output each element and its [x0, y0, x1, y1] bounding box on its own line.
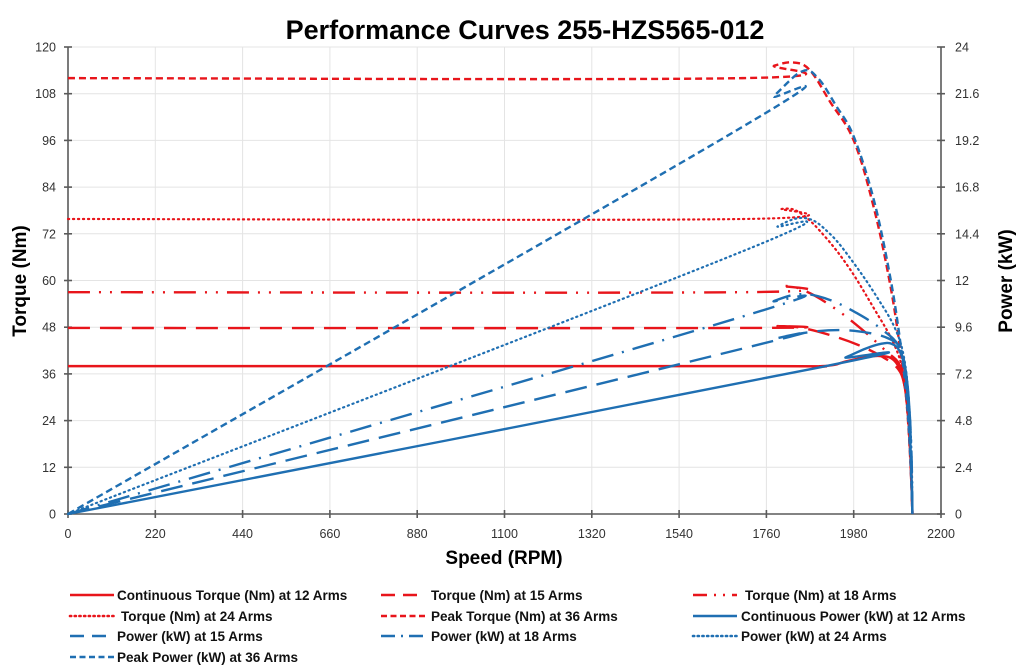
x-tick-label: 220	[145, 527, 166, 541]
series-line-8	[67, 292, 914, 516]
gridlines	[68, 46, 941, 514]
y2-tick-label: 4.8	[955, 414, 972, 428]
legend-item: Torque (Nm) at 15 Arms	[381, 588, 583, 603]
y2-tick-label: 21.6	[955, 87, 979, 101]
y-axis-title: Torque (Nm)	[10, 225, 31, 337]
series-line-5	[67, 61, 914, 515]
y2-tick-label: 0	[955, 508, 962, 522]
legend-label: Continuous Torque (Nm) at 12 Arms	[117, 588, 347, 603]
x-tick-label: 1100	[491, 527, 518, 541]
x-tick-label: 1540	[665, 527, 693, 541]
series-line-6	[67, 341, 914, 516]
y2-tick-label: 7.2	[955, 367, 972, 381]
legend-item: Continuous Torque (Nm) at 12 Arms	[70, 588, 347, 603]
axes: 0 220 440 660 880 1100 1320 1540 1760 1980 2200012…	[35, 41, 979, 542]
y-tick-label: 84	[42, 181, 56, 195]
series-line-7	[67, 328, 914, 516]
chart-title: Performance Curves 255-HZS565-012	[286, 15, 765, 45]
legend-item: Continuous Power (kW) at 12 Arms	[693, 609, 966, 624]
y-tick-label: 48	[42, 321, 56, 335]
x-tick-label: 1760	[752, 527, 780, 541]
x-tick-label: 440	[232, 527, 253, 541]
legend: Continuous Torque (Nm) at 12 Arms Torque …	[68, 588, 966, 665]
series-line-3	[67, 284, 914, 515]
x-axis-title: Speed (RPM)	[445, 548, 562, 569]
legend-label: Power (kW) at 18 Arms	[431, 629, 577, 644]
y-tick-label: 60	[42, 274, 56, 288]
legend-item: Peak Power (kW) at 36 Arms	[70, 650, 298, 665]
y-tick-label: 96	[42, 134, 56, 148]
legend-label: Peak Power (kW) at 36 Arms	[117, 650, 298, 665]
x-tick-label: 1320	[578, 527, 606, 541]
y2-tick-label: 2.4	[955, 461, 972, 475]
series-line-10	[67, 69, 914, 516]
y2-tick-label: 24	[955, 41, 969, 55]
y-tick-label: 0	[49, 508, 56, 522]
legend-label: Power (kW) at 24 Arms	[741, 629, 887, 644]
series-line-4	[66, 207, 914, 516]
y2-tick-label: 14.4	[955, 227, 979, 241]
y2-tick-label: 12	[955, 274, 969, 288]
legend-label: Torque (Nm) at 24 Arms	[121, 609, 273, 624]
y2-tick-label: 9.6	[955, 321, 972, 335]
legend-label: Power (kW) at 15 Arms	[117, 629, 263, 644]
series-line-9	[66, 216, 914, 516]
y2-tick-label: 19.2	[955, 134, 979, 148]
legend-item: Power (kW) at 18 Arms	[381, 629, 577, 644]
y-tick-label: 72	[42, 227, 56, 241]
x-tick-label: 0	[65, 527, 72, 541]
x-tick-label: 660	[319, 527, 340, 541]
y-tick-label: 108	[35, 87, 56, 101]
legend-label: Peak Torque (Nm) at 36 Arms	[431, 609, 618, 624]
legend-item: Power (kW) at 24 Arms	[691, 629, 887, 644]
x-tick-label: 2200	[927, 527, 955, 541]
series-line-2	[67, 324, 914, 515]
x-tick-label: 1980	[840, 527, 868, 541]
y2-axis-title: Power (kW)	[996, 229, 1017, 332]
y-tick-label: 12	[42, 461, 56, 475]
legend-label: Continuous Power (kW) at 12 Arms	[741, 609, 966, 624]
legend-label: Torque (Nm) at 15 Arms	[431, 588, 583, 603]
y-tick-label: 24	[42, 414, 56, 428]
series-lines	[66, 61, 914, 516]
legend-label: Torque (Nm) at 18 Arms	[745, 588, 897, 603]
legend-item: Torque (Nm) at 18 Arms	[693, 588, 897, 603]
legend-item: Power (kW) at 15 Arms	[70, 629, 263, 644]
y-tick-label: 36	[42, 367, 56, 381]
x-tick-label: 880	[407, 527, 428, 541]
legend-item: Torque (Nm) at 24 Arms	[68, 609, 273, 624]
y-tick-label: 120	[35, 41, 56, 55]
y2-tick-label: 16.8	[955, 181, 979, 195]
legend-item: Peak Torque (Nm) at 36 Arms	[381, 609, 618, 624]
